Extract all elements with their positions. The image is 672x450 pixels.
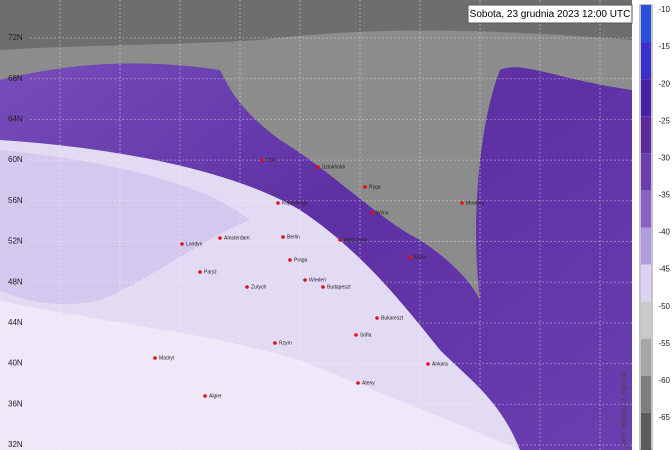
colorbar-label: -60 [658, 376, 670, 385]
city-label: Zurych [251, 284, 267, 290]
colorbar-label: -50 [658, 302, 670, 311]
colorbar-segment [641, 79, 651, 117]
city-label: Moskwa [466, 200, 485, 206]
city-marker [338, 238, 342, 242]
city-marker [356, 381, 360, 385]
latitude-label: 40N [8, 359, 23, 368]
colorbar-segment [641, 338, 651, 376]
colorbar-label: -20 [658, 79, 670, 88]
colorbar-label: -40 [658, 228, 670, 237]
city-marker [281, 235, 285, 239]
latitude-label: 72N [8, 33, 23, 42]
city-label: Ateny [362, 380, 375, 386]
city-marker [426, 362, 430, 366]
city-marker [260, 158, 264, 162]
colorbar-segment [641, 42, 651, 80]
city-label: Bukareszt [381, 315, 404, 321]
city-label: Ankara [432, 361, 448, 367]
latitude-label: 36N [8, 399, 23, 408]
city-marker [375, 316, 379, 320]
city-marker [203, 394, 207, 398]
city-label: Ryga [369, 184, 381, 190]
colorbar-label: -45 [658, 265, 670, 274]
latitude-label: 52N [8, 237, 23, 246]
city-label: Wilno [376, 210, 389, 216]
city-marker [321, 285, 325, 289]
colorbar-label: -10 [658, 5, 670, 14]
colorbar-label: -35 [658, 191, 670, 200]
city-label: Kopenhaga [282, 200, 308, 206]
colorbar-segment [641, 301, 651, 339]
colorbar-label: -25 [658, 116, 670, 125]
colorbar-label: -65 [658, 413, 670, 422]
city-marker [288, 258, 292, 262]
title: Sobota, 23 grudnia 2023 12:00 UTC [470, 9, 631, 20]
city-label: Sztokholm [322, 164, 345, 170]
colorbar-segment [641, 264, 651, 302]
latitude-label: 68N [8, 74, 23, 83]
city-label: Paryż [204, 269, 217, 275]
city-marker [363, 185, 367, 189]
city-marker [245, 285, 249, 289]
colorbar-segment [641, 412, 651, 450]
gray-region [0, 0, 632, 300]
city-label: Kijów [414, 254, 426, 260]
light-south-region [0, 300, 520, 450]
city-marker [460, 201, 464, 205]
city-marker [408, 255, 412, 259]
city-label: Berlin [287, 234, 300, 240]
latitude-label: 56N [8, 196, 23, 205]
city-label: Budapeszt [327, 284, 351, 290]
city-label: Warszawa [344, 237, 367, 243]
colorbar-segment [641, 153, 651, 191]
colorbar-segment [641, 375, 651, 413]
graticule [30, 0, 632, 450]
city-marker [276, 201, 280, 205]
title-box [467, 4, 633, 24]
city-label: Oslo [266, 157, 277, 163]
city-marker [153, 356, 157, 360]
city-label: Praga [294, 257, 308, 263]
colorbar-label: -30 [658, 153, 670, 162]
colorbar-segment [641, 5, 651, 43]
light-purple-region [0, 150, 250, 305]
colorbar-segment [641, 227, 651, 265]
city-marker [303, 278, 307, 282]
city-marker [218, 236, 222, 240]
city-label: Londyn [186, 241, 203, 247]
colorbar-label: -15 [658, 42, 670, 51]
city-label: Sofia [360, 332, 372, 338]
city-label: Madryt [159, 355, 175, 361]
latitude-label: 32N [8, 440, 23, 449]
latitude-label: 48N [8, 277, 23, 286]
colorbar-segment [641, 116, 651, 154]
city-marker [354, 333, 358, 337]
city-label: Algier [209, 393, 222, 399]
city-label: Wiedeń [309, 277, 326, 283]
latitude-label: 64N [8, 115, 23, 124]
city-marker [316, 165, 320, 169]
city-marker [198, 270, 202, 274]
latitude-label: 44N [8, 318, 23, 327]
latitude-label: 60N [8, 155, 23, 164]
credit: prof. Mariusz J. Figurski [621, 370, 628, 446]
city-label: Amsterdam [224, 235, 250, 241]
colorbar-segment [641, 190, 651, 228]
city-marker [273, 341, 277, 345]
city-marker [370, 211, 374, 215]
colorbar-label: -55 [658, 339, 670, 348]
city-marker [180, 242, 184, 246]
city-label: Rzym [279, 340, 292, 346]
